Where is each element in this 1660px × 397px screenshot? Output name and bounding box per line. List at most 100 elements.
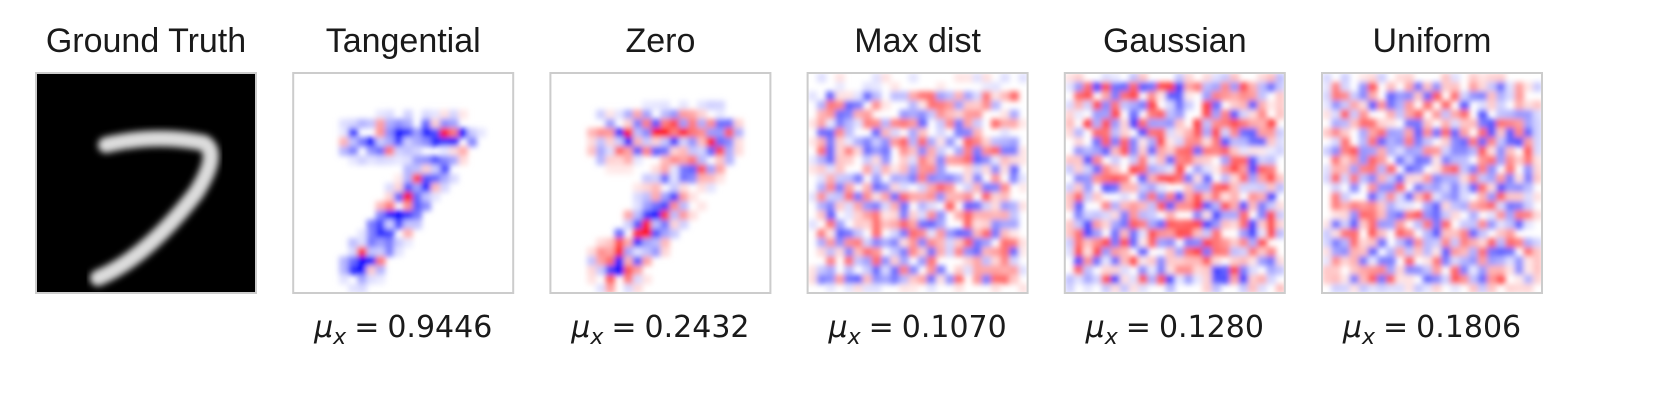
heatmap-cell bbox=[853, 173, 864, 184]
heatmap-cell bbox=[1340, 164, 1350, 175]
heatmap-cell bbox=[1211, 219, 1222, 230]
heatmap-cell bbox=[1523, 183, 1534, 193]
heatmap-cell bbox=[1275, 173, 1285, 184]
heatmap-cell bbox=[816, 128, 827, 138]
heatmap-cell bbox=[651, 228, 661, 239]
heatmap-cell bbox=[816, 201, 827, 211]
heatmap-cell bbox=[1092, 146, 1102, 156]
heatmap-cell bbox=[421, 109, 432, 120]
heatmap-cell bbox=[1211, 183, 1222, 193]
heatmap-cell bbox=[614, 238, 625, 248]
heatmap-cell bbox=[981, 73, 992, 83]
heatmap-cell bbox=[1367, 173, 1378, 184]
heatmap-cell bbox=[945, 238, 955, 248]
heatmap-cell bbox=[926, 228, 937, 239]
heatmap-cell bbox=[890, 265, 900, 276]
heatmap-cell bbox=[862, 247, 873, 257]
heatmap-cell bbox=[990, 247, 1001, 257]
heatmap-cell bbox=[917, 238, 928, 248]
heatmap-cell bbox=[990, 164, 1001, 175]
heatmap-cell bbox=[1128, 228, 1139, 239]
heatmap-cell bbox=[1532, 137, 1542, 147]
heatmap-cell bbox=[1193, 265, 1203, 276]
heatmap-cell bbox=[449, 109, 459, 120]
heatmap-cell bbox=[430, 118, 441, 129]
heatmap-cell bbox=[862, 137, 873, 147]
heatmap-cell bbox=[1331, 283, 1341, 293]
heatmap-cell bbox=[862, 118, 873, 129]
heatmap-cell bbox=[1450, 238, 1460, 248]
heatmap-cell bbox=[1432, 164, 1442, 175]
heatmap-cell bbox=[678, 109, 689, 120]
heatmap-cell bbox=[706, 183, 716, 193]
heatmap-cell bbox=[1183, 228, 1194, 239]
heatmap-cell bbox=[871, 82, 882, 92]
heatmap-cell bbox=[890, 82, 900, 92]
heatmap-cell bbox=[1229, 155, 1240, 166]
heatmap-cell bbox=[1450, 109, 1460, 120]
heatmap-cell bbox=[1468, 228, 1479, 239]
heatmap-cell bbox=[1505, 109, 1515, 120]
heatmap-cell bbox=[954, 274, 964, 285]
heatmap-cell bbox=[926, 183, 937, 193]
panel-image bbox=[806, 72, 1029, 294]
heatmap-cell bbox=[1386, 247, 1396, 257]
heatmap-cell bbox=[1009, 265, 1019, 276]
heatmap-cell bbox=[917, 100, 928, 111]
heatmap-cell bbox=[1193, 238, 1203, 248]
heatmap-cell bbox=[1358, 238, 1369, 248]
heatmap-cell bbox=[1073, 219, 1084, 230]
heatmap-cell bbox=[1432, 219, 1442, 230]
heatmap-cell bbox=[1211, 109, 1222, 120]
heatmap-cell bbox=[642, 118, 652, 129]
heatmap-cell bbox=[1165, 283, 1176, 293]
heatmap-cell bbox=[1000, 164, 1010, 175]
heatmap-cell bbox=[403, 173, 413, 184]
heatmap-cell bbox=[807, 155, 818, 166]
heatmap-cell bbox=[596, 283, 606, 293]
heatmap-cell bbox=[954, 192, 964, 202]
heatmap-cell bbox=[1229, 183, 1240, 193]
heatmap-cell bbox=[1018, 265, 1028, 276]
heatmap-cell bbox=[642, 210, 652, 221]
heatmap-cell bbox=[1477, 219, 1488, 230]
heatmap-cell bbox=[375, 228, 386, 239]
heatmap-cell bbox=[1459, 146, 1470, 156]
heatmap-cell bbox=[669, 164, 680, 175]
heatmap-cell bbox=[880, 265, 891, 276]
heatmap-cell bbox=[357, 247, 368, 257]
heatmap-cell bbox=[1110, 238, 1121, 248]
heatmap-cell bbox=[1174, 128, 1185, 138]
heatmap-cell bbox=[1487, 155, 1497, 166]
heatmap-cell bbox=[917, 146, 928, 156]
heatmap-cell bbox=[1165, 109, 1176, 120]
heatmap-cell bbox=[935, 183, 946, 193]
heatmap-cell bbox=[981, 183, 992, 193]
heatmap-cell bbox=[908, 155, 919, 166]
heatmap-cell bbox=[1202, 210, 1212, 221]
heatmap-cell bbox=[1183, 82, 1194, 92]
heatmap-cell bbox=[1220, 155, 1231, 166]
heatmap-cell bbox=[1083, 256, 1093, 266]
heatmap-cell bbox=[825, 201, 836, 211]
heatmap-cell bbox=[1386, 210, 1396, 221]
heatmap-cell bbox=[687, 118, 698, 129]
heatmap-cell bbox=[1110, 128, 1121, 138]
heatmap-cell bbox=[1073, 73, 1084, 83]
heatmap-cell bbox=[1156, 137, 1167, 147]
heatmap-cell bbox=[862, 283, 873, 293]
heatmap-cell bbox=[1496, 192, 1506, 202]
heatmap-cell bbox=[724, 128, 735, 138]
heatmap-cell bbox=[990, 219, 1001, 230]
heatmap-cell bbox=[1340, 91, 1350, 101]
heatmap-cell bbox=[678, 118, 689, 129]
heatmap-cell bbox=[1083, 238, 1093, 248]
heatmap-cell bbox=[1367, 228, 1378, 239]
heatmap-cell bbox=[862, 210, 873, 221]
heatmap-cell bbox=[357, 283, 368, 293]
heatmap-cell bbox=[1459, 192, 1470, 202]
heatmap-cell bbox=[1183, 173, 1194, 184]
heatmap-cell bbox=[853, 100, 864, 111]
heatmap-cell bbox=[1000, 183, 1010, 193]
heatmap-cell bbox=[1367, 210, 1378, 221]
